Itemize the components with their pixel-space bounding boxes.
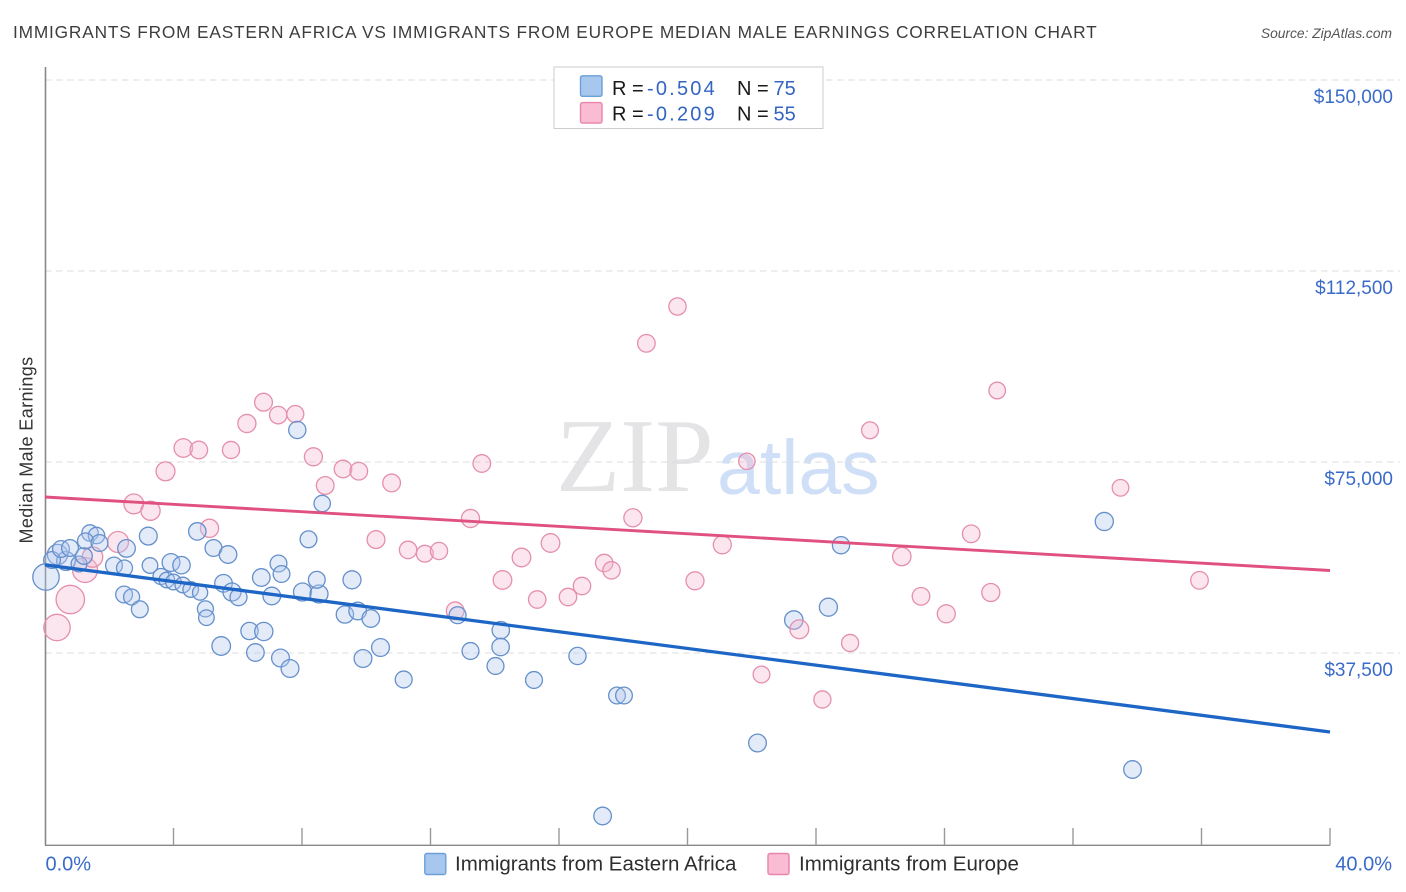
svg-text:Immigrants from Europe: Immigrants from Europe [799,852,1019,875]
svg-text:75: 75 [774,78,796,100]
svg-text:N =: N = [737,103,769,125]
svg-text:$150,000: $150,000 [1314,87,1393,108]
svg-text:atlas: atlas [717,425,880,511]
svg-text:R =: R = [612,103,644,125]
svg-text:Median Male Earnings: Median Male Earnings [17,356,37,543]
svg-text:$75,000: $75,000 [1324,469,1393,490]
svg-text:$37,500: $37,500 [1324,660,1393,681]
svg-text:0.0%: 0.0% [46,853,92,875]
svg-text:$112,500: $112,500 [1315,278,1393,299]
svg-text:N =: N = [737,78,769,100]
svg-text:IMMIGRANTS FROM EASTERN AFRICA: IMMIGRANTS FROM EASTERN AFRICA VS IMMIGR… [13,22,1097,42]
svg-text:55: 55 [774,103,796,125]
svg-text:-0.209: -0.209 [647,103,717,125]
svg-text:40.0%: 40.0% [1335,853,1392,875]
svg-text:ZIP: ZIP [556,397,714,514]
svg-text:Immigrants from Eastern Africa: Immigrants from Eastern Africa [455,852,737,875]
svg-text:Source: ZipAtlas.com: Source: ZipAtlas.com [1261,26,1392,41]
svg-text:R =: R = [612,78,644,100]
svg-text:-0.504: -0.504 [647,78,717,100]
